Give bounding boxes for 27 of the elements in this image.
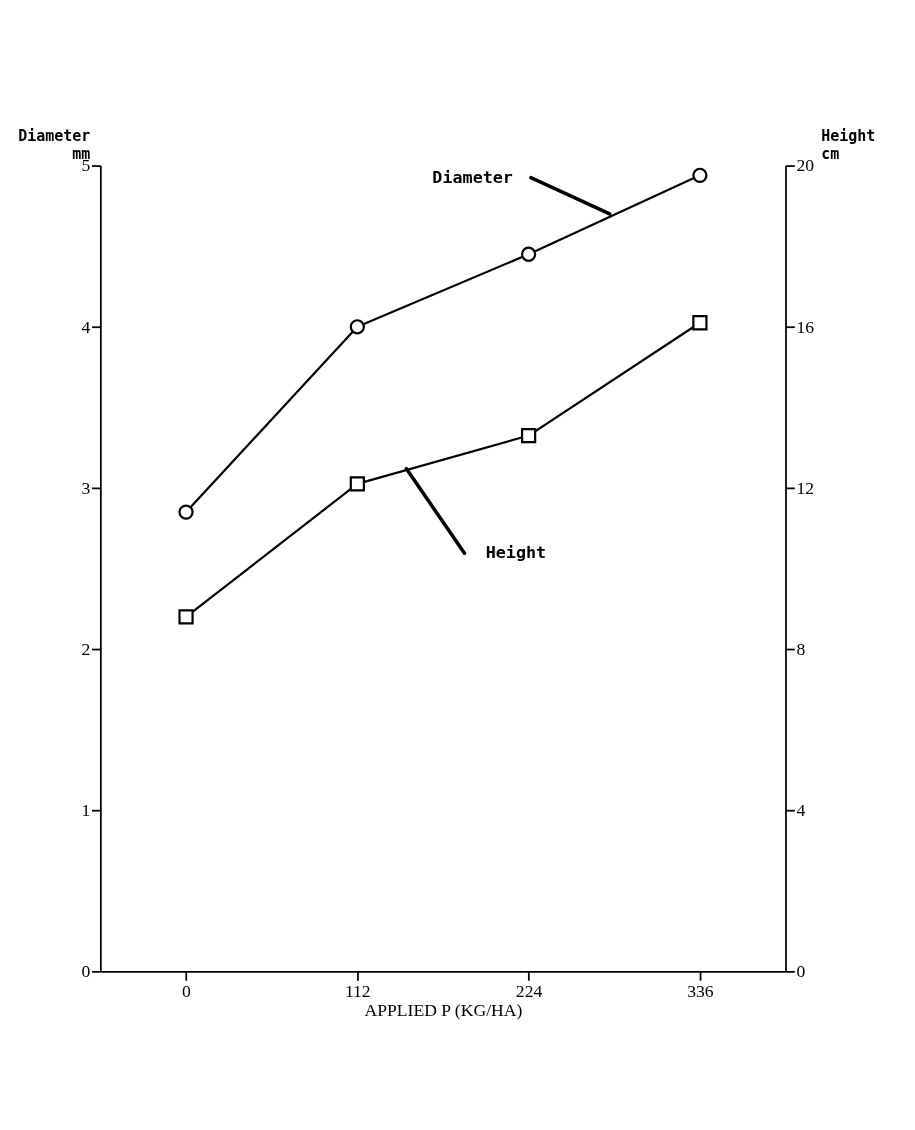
y2-tick-label: 12: [796, 477, 815, 498]
y2-axis-title: Height cm: [821, 127, 876, 164]
x-tick-label: 112: [344, 980, 371, 1001]
point: [692, 167, 708, 183]
y2-tick-label: 16: [796, 316, 815, 337]
y2-tick-label: 20: [796, 155, 815, 176]
point: [349, 476, 365, 492]
y-tick-label: 1: [81, 799, 91, 820]
annotation: Diameter: [432, 166, 513, 187]
y-tick-label: 2: [81, 638, 91, 659]
x-tick-label: 336: [687, 980, 714, 1001]
annotation: Height: [485, 542, 547, 563]
point: [692, 315, 708, 331]
x-tick-label: 0: [182, 980, 192, 1001]
point: [349, 319, 365, 335]
point: [178, 609, 194, 625]
point: [520, 246, 537, 262]
x-axis-title: APPLIED P (KG/HA): [364, 999, 523, 1020]
point: [520, 427, 537, 444]
y-tick-label: 3: [81, 477, 91, 498]
x-tick-label: 224: [515, 980, 543, 1001]
y2-tick-label: 0: [796, 961, 806, 982]
y2-tick-label: 8: [796, 638, 806, 659]
y2-tick-label: 4: [796, 799, 806, 820]
y-tick-label: 0: [81, 961, 91, 982]
y-tick-label: 4: [81, 316, 91, 337]
point: [178, 504, 194, 520]
